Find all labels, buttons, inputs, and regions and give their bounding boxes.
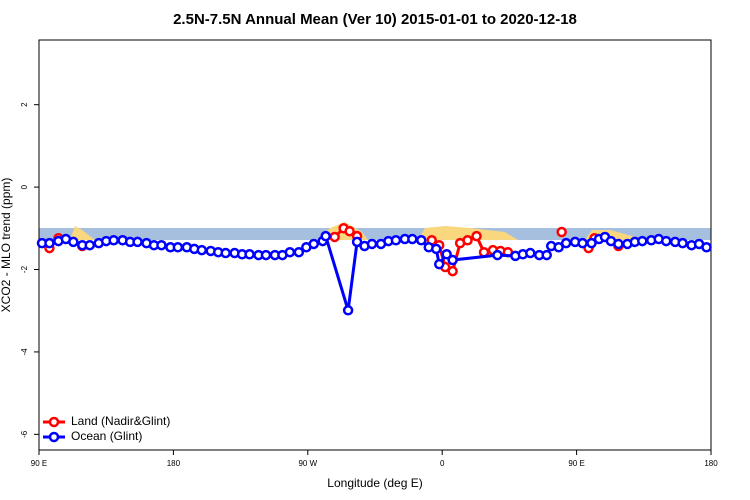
data-point	[351, 236, 363, 248]
x-tick-label: 180	[704, 459, 718, 468]
data-point	[293, 246, 305, 258]
data-point	[220, 247, 231, 259]
data-point	[441, 249, 452, 260]
data-point	[447, 265, 458, 277]
data-point	[586, 237, 597, 249]
data-point	[84, 239, 96, 251]
data-point	[471, 230, 482, 242]
data-point	[430, 243, 442, 255]
data-point	[560, 237, 572, 249]
data-point	[344, 225, 355, 237]
data-point	[556, 226, 567, 238]
data-point	[492, 249, 503, 261]
y-tick-label: 0	[20, 184, 29, 189]
data-point	[366, 238, 378, 250]
data-point	[244, 249, 255, 260]
x-tick-label: 90 W	[298, 459, 317, 468]
data-point	[156, 239, 167, 251]
x-tick-label: 90 E	[31, 459, 47, 468]
data-point	[433, 258, 445, 270]
data-point	[44, 237, 55, 249]
map-strip	[39, 222, 711, 240]
data-point	[525, 247, 536, 259]
data-point	[553, 242, 564, 253]
data-point	[613, 238, 624, 250]
data-point	[701, 242, 712, 253]
legend-marker	[48, 416, 60, 428]
data-point	[172, 242, 184, 253]
y-tick-label: -4	[20, 348, 29, 356]
data-point	[320, 230, 331, 242]
data-point	[108, 235, 119, 246]
data-point	[390, 235, 402, 246]
data-point	[462, 235, 473, 246]
y-axis-label: XCO2 - MLO trend (ppm)	[0, 178, 13, 313]
data-point	[68, 236, 79, 248]
data-point	[541, 249, 552, 261]
data-point	[660, 235, 672, 247]
y-tick-label: 2	[20, 102, 29, 107]
x-tick-label: 0	[440, 459, 445, 468]
data-point	[260, 249, 272, 261]
data-point	[447, 254, 458, 266]
x-tick-label: 180	[167, 459, 181, 468]
legend-label: Ocean (Glint)	[71, 429, 142, 443]
x-axis-label: Longitude (deg E)	[327, 476, 422, 490]
x-tick-label: 90 E	[568, 459, 584, 468]
data-point	[342, 305, 354, 316]
data-point	[677, 237, 688, 249]
data-point	[196, 244, 208, 256]
data-point	[577, 237, 588, 249]
chart-title: 2.5N-7.5N Annual Mean (Ver 10) 2015-01-0…	[173, 11, 577, 28]
legend-label: Land (Nadir&Glint)	[71, 414, 170, 428]
y-tick-label: -2	[20, 265, 29, 273]
data-point	[416, 235, 427, 246]
legend-marker	[48, 431, 60, 443]
data-point	[308, 238, 320, 250]
data-point	[329, 231, 340, 243]
data-point	[132, 236, 143, 248]
data-point	[284, 246, 296, 258]
y-tick-label: -6	[20, 430, 29, 438]
data-point	[407, 233, 418, 245]
data-point	[637, 235, 648, 247]
